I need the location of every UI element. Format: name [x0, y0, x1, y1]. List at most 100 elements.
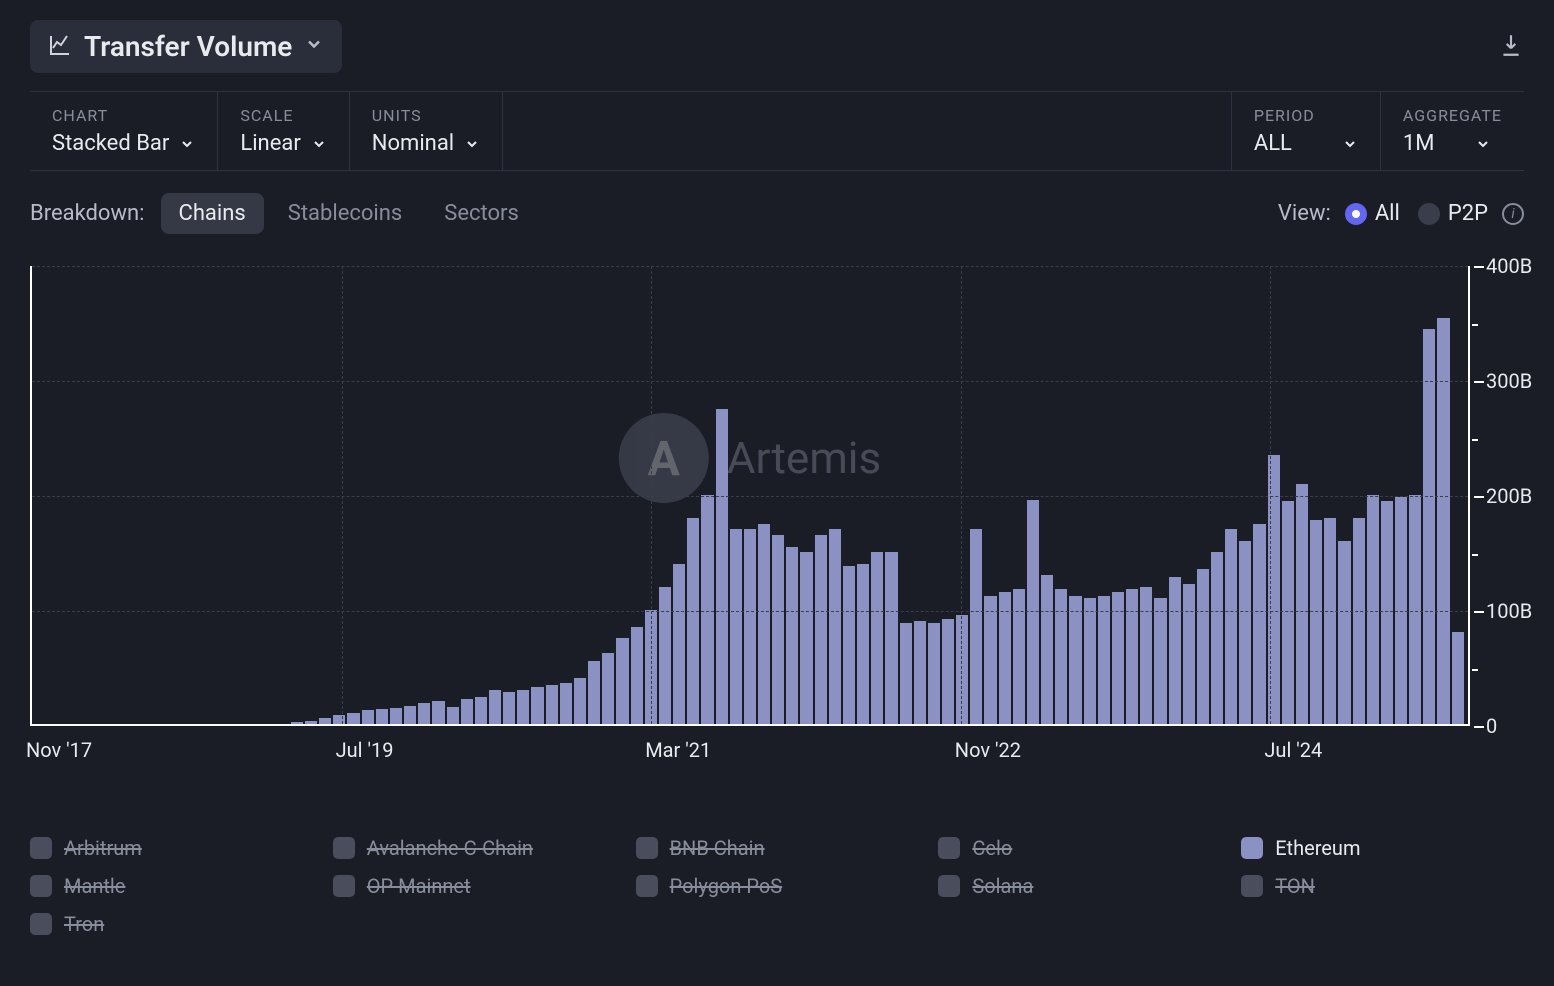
bar[interactable]	[503, 692, 515, 724]
bar[interactable]	[701, 495, 713, 724]
bar[interactable]	[730, 529, 742, 724]
info-icon[interactable]: i	[1502, 203, 1524, 225]
bar[interactable]	[574, 678, 586, 724]
bar[interactable]	[489, 690, 501, 724]
bar[interactable]	[1409, 495, 1421, 724]
legend-item-arbitrum[interactable]: Arbitrum	[30, 836, 313, 860]
bar[interactable]	[319, 718, 331, 724]
bar[interactable]	[871, 552, 883, 724]
bar[interactable]	[546, 685, 558, 724]
units-selector[interactable]: UNITS Nominal	[350, 92, 503, 170]
bar[interactable]	[1069, 596, 1081, 724]
bar[interactable]	[1055, 589, 1067, 724]
bar[interactable]	[758, 524, 770, 724]
view-radio-p2p[interactable]: P2P	[1418, 201, 1488, 226]
bar[interactable]	[1126, 589, 1138, 724]
bar[interactable]	[461, 699, 473, 724]
bar[interactable]	[1112, 592, 1124, 724]
bar[interactable]	[744, 529, 756, 724]
bar[interactable]	[885, 552, 897, 724]
download-button[interactable]	[1498, 32, 1524, 62]
bar[interactable]	[673, 564, 685, 724]
bar[interactable]	[432, 701, 444, 724]
bar[interactable]	[687, 518, 699, 724]
bar[interactable]	[829, 529, 841, 724]
breakdown-tab-sectors[interactable]: Sectors	[426, 193, 537, 234]
bar[interactable]	[1169, 577, 1181, 724]
legend-item-tron[interactable]: Tron	[30, 912, 313, 936]
legend-item-celo[interactable]: Celo	[938, 836, 1221, 860]
chart-type-selector[interactable]: CHART Stacked Bar	[30, 92, 218, 170]
view-radio-all[interactable]: All	[1345, 201, 1400, 226]
bar[interactable]	[970, 529, 982, 724]
bar[interactable]	[616, 638, 628, 724]
bar[interactable]	[362, 710, 374, 724]
bar[interactable]	[1253, 524, 1265, 724]
period-selector[interactable]: PERIOD ALL	[1231, 92, 1380, 170]
bar[interactable]	[1367, 495, 1379, 724]
bar[interactable]	[857, 564, 869, 724]
bar[interactable]	[588, 661, 600, 724]
bar[interactable]	[1282, 501, 1294, 724]
bar[interactable]	[1098, 596, 1110, 724]
legend-item-bnb-chain[interactable]: BNB Chain	[636, 836, 919, 860]
bar[interactable]	[333, 715, 345, 724]
bar[interactable]	[1452, 632, 1464, 724]
bar[interactable]	[531, 687, 543, 724]
aggregate-selector[interactable]: AGGREGATE 1M	[1380, 92, 1524, 170]
bar[interactable]	[786, 547, 798, 724]
bar[interactable]	[418, 703, 430, 724]
bar[interactable]	[815, 535, 827, 724]
bar[interactable]	[900, 623, 912, 724]
bar[interactable]	[404, 706, 416, 724]
bar[interactable]	[1013, 589, 1025, 724]
bar[interactable]	[376, 709, 388, 724]
breakdown-tab-chains[interactable]: Chains	[161, 193, 264, 234]
bar[interactable]	[1084, 598, 1096, 724]
bar[interactable]	[843, 566, 855, 724]
legend-item-ethereum[interactable]: Ethereum	[1241, 836, 1524, 860]
bar[interactable]	[1239, 541, 1251, 724]
legend-item-op-mainnet[interactable]: OP Mainnet	[333, 874, 616, 898]
bar[interactable]	[956, 615, 968, 724]
bar[interactable]	[602, 653, 614, 724]
scale-selector[interactable]: SCALE Linear	[218, 92, 349, 170]
legend-item-solana[interactable]: Solana	[938, 874, 1221, 898]
breakdown-tab-stablecoins[interactable]: Stablecoins	[270, 193, 421, 234]
legend-item-mantle[interactable]: Mantle	[30, 874, 313, 898]
bar[interactable]	[475, 697, 487, 724]
bar[interactable]	[390, 708, 402, 724]
bar[interactable]	[1437, 318, 1449, 724]
bar[interactable]	[305, 721, 317, 724]
bar[interactable]	[1154, 598, 1166, 724]
bar[interactable]	[1324, 518, 1336, 724]
bar[interactable]	[1423, 329, 1435, 724]
bar[interactable]	[928, 623, 940, 724]
bar[interactable]	[659, 587, 671, 724]
bar[interactable]	[631, 627, 643, 724]
bar[interactable]	[1183, 584, 1195, 724]
bar[interactable]	[1353, 518, 1365, 724]
bar[interactable]	[716, 409, 728, 724]
metric-selector[interactable]: Transfer Volume	[30, 20, 342, 73]
bar[interactable]	[1140, 587, 1152, 724]
bar[interactable]	[800, 552, 812, 724]
bar[interactable]	[1381, 501, 1393, 724]
bar[interactable]	[347, 713, 359, 724]
bar[interactable]	[560, 683, 572, 724]
bar[interactable]	[984, 596, 996, 724]
bar[interactable]	[1197, 569, 1209, 724]
bar[interactable]	[1338, 541, 1350, 724]
bar[interactable]	[517, 690, 529, 724]
bar[interactable]	[999, 592, 1011, 724]
bar[interactable]	[1296, 484, 1308, 724]
bar[interactable]	[914, 621, 926, 724]
bar[interactable]	[1041, 575, 1053, 724]
bar[interactable]	[291, 722, 303, 724]
bar[interactable]	[1225, 529, 1237, 724]
legend-item-polygon-pos[interactable]: Polygon PoS	[636, 874, 919, 898]
bar[interactable]	[447, 707, 459, 724]
legend-item-ton[interactable]: TON	[1241, 874, 1524, 898]
bar[interactable]	[942, 619, 954, 724]
bar[interactable]	[1310, 520, 1322, 724]
